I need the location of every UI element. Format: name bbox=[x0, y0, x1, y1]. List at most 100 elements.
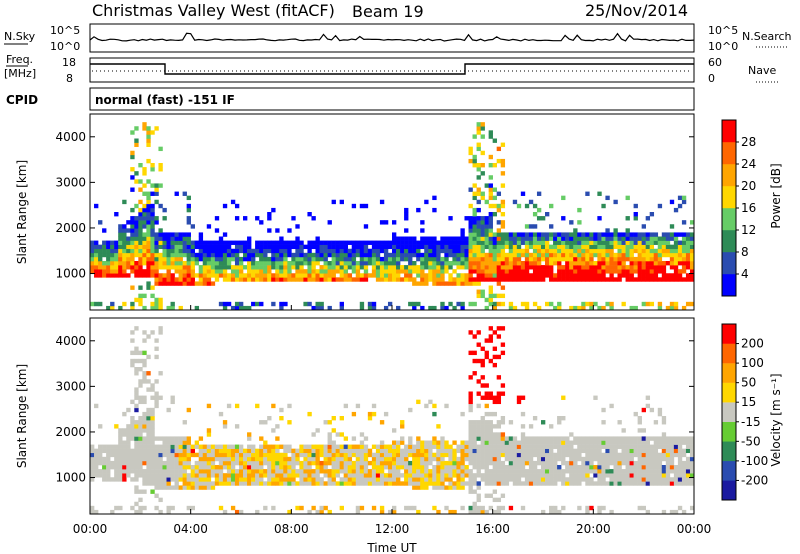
heatmap-cell bbox=[609, 473, 614, 478]
heatmap-cell bbox=[424, 460, 429, 466]
heatmap-cell bbox=[625, 244, 630, 250]
heatmap-cell bbox=[186, 207, 191, 213]
heatmap-cell bbox=[657, 460, 663, 466]
heatmap-cell bbox=[540, 473, 546, 478]
heatmap-cell bbox=[351, 477, 357, 482]
heatmap-cell bbox=[416, 452, 421, 458]
heatmap-cell bbox=[492, 203, 497, 209]
heatmap-cell bbox=[138, 436, 143, 441]
heatmap-cell bbox=[218, 256, 224, 262]
heatmap-cell bbox=[637, 232, 642, 237]
y-tick-label: 3000 bbox=[55, 175, 86, 189]
heatmap-cell bbox=[573, 473, 578, 478]
heatmap-cell bbox=[536, 265, 542, 270]
heatmap-cell bbox=[174, 252, 179, 258]
heatmap-cell bbox=[275, 261, 280, 266]
heatmap-cell bbox=[472, 195, 477, 201]
heatmap-cell bbox=[581, 240, 586, 245]
heatmap-cell bbox=[416, 469, 421, 474]
heatmap-cell bbox=[500, 285, 506, 290]
heatmap-cell bbox=[114, 444, 119, 449]
heatmap-cell bbox=[444, 240, 449, 245]
heatmap-cell bbox=[311, 432, 316, 437]
heatmap-cell bbox=[396, 448, 401, 454]
heatmap-cell bbox=[645, 236, 651, 241]
heatmap-cell bbox=[685, 477, 691, 482]
heatmap-cell bbox=[605, 228, 610, 233]
heatmap-cell bbox=[230, 448, 236, 454]
heatmap-cell bbox=[645, 261, 651, 266]
heatmap-cell bbox=[617, 265, 622, 270]
heatmap-cell bbox=[303, 477, 308, 482]
heatmap-cell bbox=[444, 305, 449, 311]
heatmap-cell bbox=[351, 452, 357, 458]
heatmap-cell bbox=[166, 473, 171, 478]
heatmap-cell bbox=[585, 481, 590, 486]
heatmap-cell bbox=[565, 240, 570, 245]
heatmap-cell bbox=[472, 236, 477, 241]
heatmap-cell bbox=[106, 265, 111, 270]
heatmap-cell bbox=[230, 477, 236, 482]
heatmap-cell bbox=[585, 261, 590, 266]
heatmap-cell bbox=[448, 485, 453, 490]
heatmap-cell bbox=[581, 277, 586, 282]
heatmap-cell bbox=[206, 456, 212, 462]
heatmap-cell bbox=[315, 236, 320, 241]
heatmap-cell bbox=[637, 420, 642, 425]
heatmap-cell bbox=[194, 256, 200, 262]
heatmap-cell bbox=[247, 244, 252, 250]
heatmap-cell bbox=[528, 236, 534, 241]
heatmap-cell bbox=[516, 261, 522, 266]
heatmap-cell bbox=[532, 436, 538, 441]
heatmap-cell bbox=[251, 444, 256, 449]
heatmap-cell bbox=[601, 465, 606, 470]
heatmap-cell bbox=[480, 122, 485, 127]
colorbar-frame bbox=[721, 323, 737, 501]
heatmap-cell bbox=[549, 440, 554, 445]
heatmap-cell bbox=[496, 497, 502, 503]
heatmap-cell bbox=[476, 269, 481, 274]
heatmap-cell bbox=[500, 158, 506, 164]
heatmap-cell bbox=[637, 416, 642, 421]
heatmap-cell bbox=[520, 301, 526, 307]
heatmap-cell bbox=[210, 444, 216, 449]
heatmap-cell bbox=[359, 252, 365, 258]
heatmap-cell bbox=[524, 481, 530, 486]
heatmap-cell bbox=[480, 224, 485, 229]
heatmap-cell bbox=[387, 277, 393, 282]
heatmap-cell bbox=[472, 277, 477, 282]
heatmap-cell bbox=[122, 456, 127, 462]
heatmap-cell bbox=[190, 248, 195, 254]
heatmap-cell bbox=[456, 481, 461, 486]
heatmap-cell bbox=[625, 195, 630, 201]
heatmap-cell bbox=[222, 301, 228, 307]
heatmap-cell bbox=[448, 481, 453, 486]
heatmap-cell bbox=[327, 277, 332, 282]
heatmap-cell bbox=[243, 460, 248, 466]
heatmap-cell bbox=[569, 452, 574, 458]
heatmap-cell bbox=[573, 440, 578, 445]
heatmap-cell bbox=[508, 448, 514, 454]
heatmap-cell bbox=[238, 244, 244, 250]
heatmap-cell bbox=[283, 444, 288, 449]
heatmap-cell bbox=[287, 248, 292, 254]
heatmap-cell bbox=[408, 436, 413, 441]
heatmap-cell bbox=[210, 448, 216, 454]
heatmap-cell bbox=[677, 244, 683, 250]
heatmap-cell bbox=[170, 248, 175, 254]
heatmap-cell bbox=[311, 244, 316, 250]
heatmap-cell bbox=[226, 273, 232, 278]
heatmap-cell bbox=[355, 509, 361, 515]
heatmap-cell bbox=[629, 261, 634, 266]
heatmap-cell bbox=[214, 456, 220, 462]
heatmap-cell bbox=[146, 285, 151, 290]
nsky-trace bbox=[89, 32, 695, 42]
heatmap-cell bbox=[327, 509, 332, 515]
heatmap-cell bbox=[247, 273, 252, 278]
heatmap-cell bbox=[645, 248, 651, 254]
heatmap-cell bbox=[649, 244, 655, 250]
heatmap-cell bbox=[565, 448, 570, 454]
heatmap-cell bbox=[633, 261, 638, 266]
heatmap-cell bbox=[428, 444, 433, 449]
heatmap-cell bbox=[275, 424, 280, 429]
